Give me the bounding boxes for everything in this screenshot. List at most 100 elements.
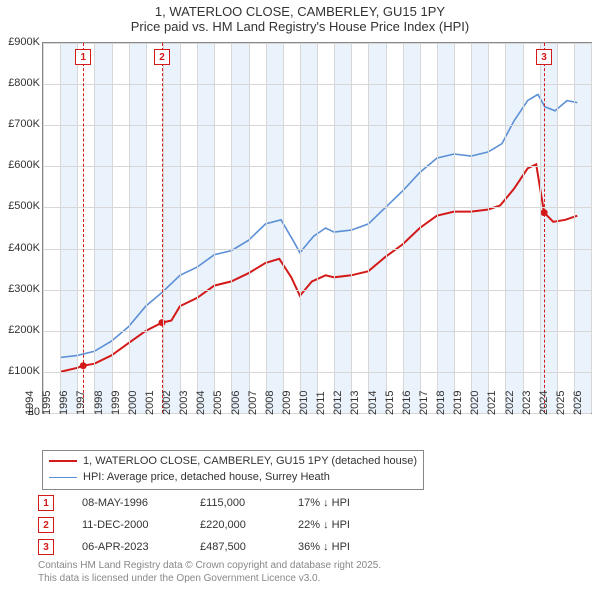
gridline-v: [146, 43, 147, 413]
transaction-pct: 36% ↓ HPI: [298, 541, 418, 553]
xtick-label: 2001: [144, 391, 156, 415]
title-line2: Price paid vs. HM Land Registry's House …: [0, 19, 600, 34]
transaction-row: 306-APR-2023£487,50036% ↓ HPI: [38, 536, 418, 558]
xtick-label: 2006: [230, 391, 242, 415]
transaction-pct: 22% ↓ HPI: [298, 519, 418, 531]
gridline-v: [420, 43, 421, 413]
gridline-v: [540, 43, 541, 413]
ytick-label: £200K: [4, 324, 40, 336]
gridline-v: [574, 43, 575, 413]
xtick-label: 2013: [349, 391, 361, 415]
legend-row: 1, WATERLOO CLOSE, CAMBERLEY, GU15 1PY (…: [49, 453, 417, 469]
xtick-label: 2005: [212, 391, 224, 415]
gridline-v: [437, 43, 438, 413]
gridline-v: [300, 43, 301, 413]
title-block: 1, WATERLOO CLOSE, CAMBERLEY, GU15 1PY P…: [0, 0, 600, 34]
xtick-label: 2022: [504, 391, 516, 415]
gridline-v: [317, 43, 318, 413]
marker-dashline: [544, 43, 545, 413]
marker-dashline: [83, 43, 84, 413]
title-line1: 1, WATERLOO CLOSE, CAMBERLEY, GU15 1PY: [0, 4, 600, 19]
transaction-row: 1 08-MAY-1996 £115,000 17% ↓ HPI: [38, 492, 418, 514]
gridline-v: [386, 43, 387, 413]
xtick-label: 2019: [452, 391, 464, 415]
transaction-date: 08-MAY-1996: [82, 497, 172, 509]
xtick-label: 2024: [538, 391, 550, 415]
gridline-v: [214, 43, 215, 413]
transaction-price: £115,000: [200, 497, 270, 509]
xtick-label: 2009: [281, 391, 293, 415]
transaction-marker-2: 2: [38, 517, 54, 533]
xtick-label: 2010: [298, 391, 310, 415]
xtick-label: 1994: [24, 391, 36, 415]
legend-swatch: [49, 460, 77, 462]
transaction-marker-1: 1: [38, 495, 54, 511]
xtick-label: 2015: [384, 391, 396, 415]
chart-marker-3: 3: [536, 49, 552, 65]
ytick-label: £500K: [4, 200, 40, 212]
chart-marker-2: 2: [154, 49, 170, 65]
xtick-label: 1995: [41, 391, 53, 415]
gridline-v: [283, 43, 284, 413]
transaction-row: 2 11-DEC-2000 £220,000 22% ↓ HPI: [38, 514, 418, 536]
gridline-v: [488, 43, 489, 413]
gridline-v: [249, 43, 250, 413]
gridline-v: [471, 43, 472, 413]
xtick-label: 1997: [75, 391, 87, 415]
xtick-label: 2011: [315, 391, 327, 415]
ytick-label: £800K: [4, 77, 40, 89]
ytick-label: £300K: [4, 283, 40, 295]
xtick-label: 1996: [58, 391, 70, 415]
transaction-table: 1 08-MAY-1996 £115,000 17% ↓ HPI 2 11-DEC-200…: [38, 492, 418, 558]
copyright-line1: Contains HM Land Registry data © Crown c…: [38, 560, 381, 573]
gridline-v: [351, 43, 352, 413]
gridline-v: [129, 43, 130, 413]
gridline-v: [591, 43, 592, 413]
chart-container: 1, WATERLOO CLOSE, CAMBERLEY, GU15 1PY P…: [0, 0, 600, 590]
ytick-label: £700K: [4, 118, 40, 130]
xtick-label: 2014: [367, 391, 379, 415]
ytick-label: £600K: [4, 159, 40, 171]
legend: 1, WATERLOO CLOSE, CAMBERLEY, GU15 1PY (…: [42, 450, 424, 490]
gridline-v: [231, 43, 232, 413]
gridline-v: [77, 43, 78, 413]
gridline-v: [163, 43, 164, 413]
xtick-label: 2026: [572, 391, 584, 415]
ytick-label: £900K: [4, 36, 40, 48]
copyright-line2: This data is licensed under the Open Gov…: [38, 573, 381, 586]
gridline-v: [94, 43, 95, 413]
gridline-v: [266, 43, 267, 413]
gridline-v: [505, 43, 506, 413]
xtick-label: 1999: [110, 391, 122, 415]
legend-row: HPI: Average price, detached house, Surr…: [49, 469, 417, 485]
legend-label: HPI: Average price, detached house, Surr…: [83, 471, 330, 483]
gridline-v: [112, 43, 113, 413]
xtick-label: 2008: [264, 391, 276, 415]
gridline-v: [523, 43, 524, 413]
marker-dashline: [162, 43, 163, 413]
gridline-v: [60, 43, 61, 413]
xtick-label: 2020: [469, 391, 481, 415]
xtick-label: 2023: [521, 391, 533, 415]
series-hpi: [60, 94, 577, 357]
transaction-date: 11-DEC-2000: [82, 519, 172, 531]
ytick-label: £100K: [4, 365, 40, 377]
transaction-price: £220,000: [200, 519, 270, 531]
chart-marker-1: 1: [75, 49, 91, 65]
gridline-v: [403, 43, 404, 413]
xtick-label: 2000: [127, 391, 139, 415]
xtick-label: 2025: [555, 391, 567, 415]
xtick-label: 2012: [332, 391, 344, 415]
xtick-label: 2017: [418, 391, 430, 415]
xtick-label: 1998: [93, 391, 105, 415]
transaction-date: 06-APR-2023: [82, 541, 172, 553]
xtick-label: 2003: [178, 391, 190, 415]
gridline-v: [197, 43, 198, 413]
transaction-pct: 17% ↓ HPI: [298, 497, 418, 509]
xtick-label: 2016: [401, 391, 413, 415]
gridline-v: [557, 43, 558, 413]
gridline-v: [180, 43, 181, 413]
series-price_paid: [60, 164, 577, 372]
ytick-label: £400K: [4, 242, 40, 254]
xtick-label: 2018: [435, 391, 447, 415]
